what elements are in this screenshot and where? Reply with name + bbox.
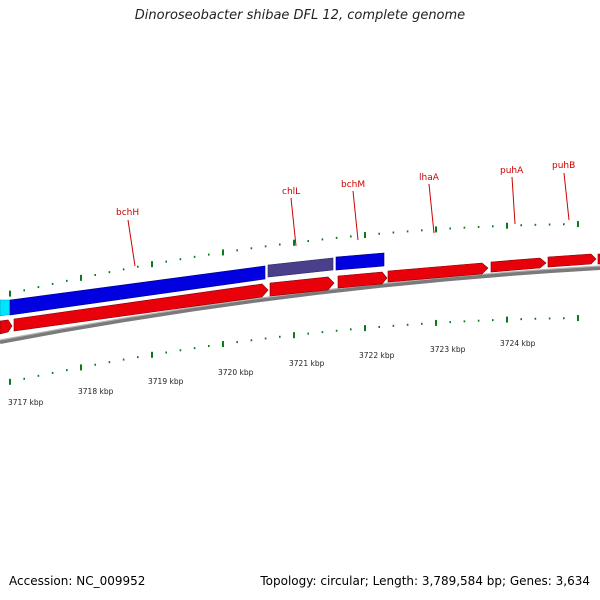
gene-forward-1[interactable] bbox=[0, 319, 13, 335]
scale-label-3717: 3717 kbp bbox=[8, 398, 44, 407]
scale-label-3724: 3724 kbp bbox=[500, 339, 536, 348]
scale-label-3719: 3719 kbp bbox=[148, 377, 184, 386]
scale-label-3723: 3723 kbp bbox=[430, 345, 466, 354]
reverse-strand-genes bbox=[0, 252, 385, 317]
outer-tick-row bbox=[9, 221, 579, 297]
gene-forward-5[interactable] bbox=[387, 262, 489, 283]
gene-forward-6[interactable] bbox=[490, 257, 547, 273]
gene-label-bchH[interactable]: bchH bbox=[116, 208, 139, 218]
gene-forward-7[interactable] bbox=[547, 253, 597, 268]
gene-bchH-region[interactable] bbox=[9, 265, 266, 316]
genome-title: Dinoroseobacter shibae DFL 12, complete … bbox=[134, 8, 466, 23]
gene-label-lines bbox=[127, 172, 570, 267]
genome-stats-text: Topology: circular; Length: 3,789,584 bp… bbox=[260, 574, 590, 588]
gene-forward-2[interactable] bbox=[13, 283, 269, 332]
inner-tick-row bbox=[9, 315, 579, 385]
gene-label-puhA[interactable]: puhA bbox=[500, 166, 524, 176]
gene-label-bchM[interactable]: bchM bbox=[341, 180, 365, 190]
gene-label-puhB[interactable]: puhB bbox=[552, 161, 575, 171]
scale-label-3718: 3718 kbp bbox=[78, 387, 114, 396]
gene-label-lhaA[interactable]: lhaA bbox=[419, 173, 440, 183]
gene-forward-4[interactable] bbox=[337, 271, 388, 289]
scale-label-3720: 3720 kbp bbox=[218, 368, 254, 377]
gene-chlL[interactable] bbox=[267, 257, 334, 278]
scale-label-3722: 3722 kbp bbox=[359, 351, 395, 360]
gene-labels: bchH chlL bchM lhaA puhA puhB bbox=[116, 161, 575, 218]
forward-strand-genes bbox=[0, 253, 600, 335]
gene-bchM[interactable] bbox=[335, 252, 385, 271]
gene-label-chlL[interactable]: chlL bbox=[282, 187, 300, 197]
gene-forward-3[interactable] bbox=[269, 276, 335, 297]
scale-labels: 3717 kbp 3718 kbp 3719 kbp 3720 kbp 3721… bbox=[8, 339, 536, 407]
scale-label-3721: 3721 kbp bbox=[289, 359, 325, 368]
accession-text: Accession: NC_009952 bbox=[9, 574, 146, 588]
